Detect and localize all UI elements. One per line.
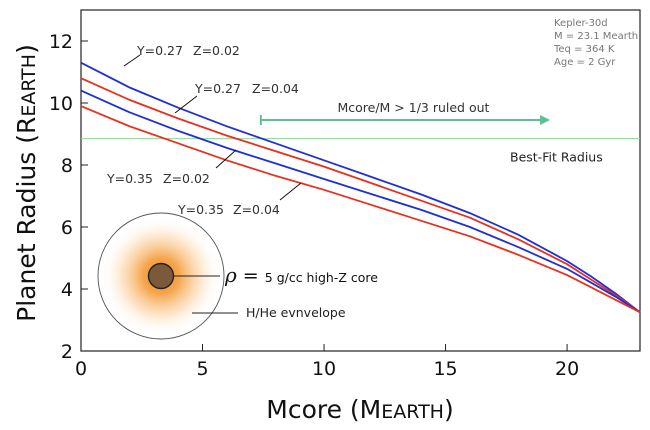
curve-label-z-3: Z=0.02 bbox=[163, 171, 210, 186]
y-tick-label: 8 bbox=[61, 155, 73, 177]
series-line-1 bbox=[80, 61, 641, 314]
x-tick-label: 5 bbox=[196, 358, 208, 380]
y-tick-label: 2 bbox=[61, 341, 73, 363]
curve-label-y-1: Y=0.27 bbox=[136, 43, 183, 58]
x-axis-label: Mcore (MEARTH) bbox=[266, 395, 453, 424]
x-axis-ticks: 0 5 10 15 20 bbox=[75, 344, 579, 380]
series-group bbox=[80, 61, 641, 314]
core-label: 5 g/cc high-Z core bbox=[265, 270, 378, 285]
rho-symbol: ρ bbox=[224, 263, 237, 287]
planet-schematic: ρ = 5 g/cc high-Z core H/He evnvelope bbox=[97, 212, 378, 340]
y-axis-label-main: Planet Radius (R bbox=[12, 117, 41, 322]
series-line-3 bbox=[80, 89, 641, 314]
info-mass: M = 23.1 Mearth bbox=[554, 31, 638, 42]
y-axis-ticks: 2 4 6 8 10 12 bbox=[49, 31, 88, 363]
x-axis-label-main: Mcore (M bbox=[266, 395, 381, 424]
curve-label-z-1: Z=0.02 bbox=[193, 43, 240, 58]
ruled-out-label: Mcore/M > 1/3 ruled out bbox=[337, 100, 489, 115]
curve-label-z-2: Z=0.04 bbox=[252, 81, 299, 96]
info-planet: Kepler-30d bbox=[554, 18, 608, 29]
curve-label-leader-1 bbox=[123, 54, 141, 67]
curve-label-z-4: Z=0.04 bbox=[233, 202, 280, 217]
y-axis-label: Planet Radius (REARTH) bbox=[12, 44, 41, 322]
x-tick-label: 10 bbox=[312, 358, 336, 380]
x-axis-label-end: ) bbox=[444, 395, 454, 424]
curve-label-leader-3 bbox=[215, 149, 237, 169]
core-circle bbox=[147, 262, 175, 290]
y-axis-label-end: ) bbox=[12, 44, 41, 54]
curve-label-leader-4 bbox=[279, 182, 302, 201]
ruled-out-arrow-head bbox=[540, 115, 551, 126]
curve-label-leader-2 bbox=[174, 95, 198, 114]
x-tick-label: 0 bbox=[75, 358, 87, 380]
info-teq: Teq = 364 K bbox=[553, 44, 615, 55]
info-age: Age = 2 Gyr bbox=[554, 57, 616, 68]
y-tick-label: 4 bbox=[61, 279, 73, 301]
x-tick-label: 20 bbox=[555, 358, 579, 380]
series-line-4 bbox=[80, 105, 641, 314]
y-tick-label: 10 bbox=[49, 93, 73, 115]
y-tick-label: 6 bbox=[61, 217, 73, 239]
best-fit-radius-label: Best-Fit Radius bbox=[510, 150, 603, 165]
curve-label-y-4: Y=0.35 bbox=[177, 202, 224, 217]
x-tick-label: 15 bbox=[433, 358, 457, 380]
curve-label-y-2: Y=0.27 bbox=[194, 81, 241, 96]
envelope-label: H/He evnvelope bbox=[246, 305, 346, 320]
series-line-2 bbox=[80, 77, 641, 314]
rho-equals: = bbox=[237, 265, 265, 287]
y-axis-label-sub: EARTH bbox=[18, 54, 40, 117]
rho-label: ρ = 5 g/cc high-Z core bbox=[224, 263, 378, 287]
y-tick-label: 12 bbox=[49, 31, 73, 53]
curve-label-y-3: Y=0.35 bbox=[106, 171, 153, 186]
x-axis-label-sub: EARTH bbox=[381, 401, 444, 423]
